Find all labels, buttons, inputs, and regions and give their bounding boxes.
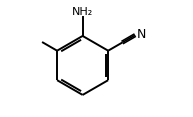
Text: N: N	[137, 28, 146, 41]
Text: NH₂: NH₂	[72, 7, 93, 17]
